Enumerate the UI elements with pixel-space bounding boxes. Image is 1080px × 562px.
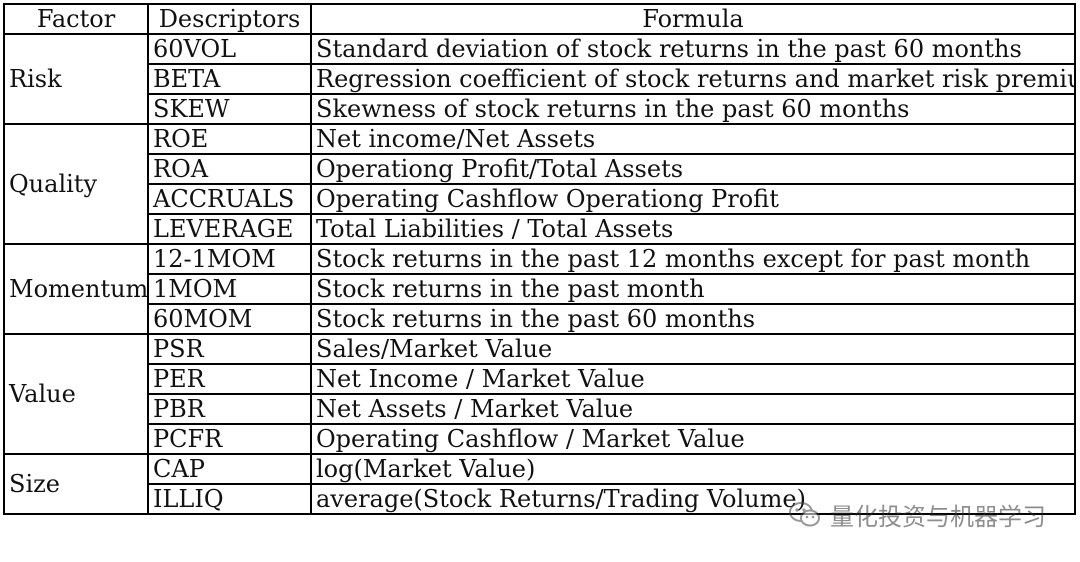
table-row: PCFR Operating Cashflow / Market Value	[4, 423, 1076, 455]
table-row: Quality ROE Net income/Net Assets	[3, 123, 1076, 245]
header-row: Factor Descriptors Formula	[3, 3, 1076, 35]
factor-cell: Quality	[3, 123, 149, 245]
table-row: ILLIQ average(Stock Returns/Trading Volum…	[4, 483, 1076, 515]
descriptor-cell: 60MOM	[147, 303, 312, 335]
descriptor-cell: BETA	[147, 63, 312, 95]
descriptor-cell: ILLIQ	[147, 483, 312, 515]
descriptor-cell: PCFR	[147, 423, 312, 455]
descriptor-cell: LEVERAGE	[147, 213, 312, 245]
table-row: 1MOM Stock returns in the past month	[4, 273, 1076, 305]
descriptor-cell: ACCRUALS	[147, 183, 312, 215]
formula-cell: Net Income / Market Value	[310, 363, 1076, 395]
table-row: PBR Net Assets / Market Value	[4, 393, 1076, 425]
formula-cell: Regression coefficient of stock returns …	[310, 63, 1076, 95]
formula-cell: Operating Cashflow / Market Value	[310, 423, 1076, 455]
descriptor-cell: ROA	[147, 153, 312, 185]
table-row: 60MOM Stock returns in the past 60 months	[4, 303, 1076, 335]
formula-cell: Stock returns in the past 12 months exce…	[310, 243, 1076, 275]
table-row: Risk 60VOL Standard deviation of stock ret…	[3, 33, 1076, 125]
formula-cell: Net Assets / Market Value	[310, 393, 1076, 425]
table-body: Risk 60VOL Standard deviation of stock ret…	[3, 33, 1076, 515]
table-row: LEVERAGE Total Liabilities / Total Assets	[4, 213, 1076, 245]
descriptors-column-header: Descriptors	[147, 3, 312, 35]
descriptor-cell: PBR	[147, 393, 312, 425]
table-row: Value PSR Sales/Market Value	[3, 333, 1076, 455]
factor-cell: Risk	[3, 33, 149, 125]
table-row: Momentum 12-1MOM Stock returns in the past…	[3, 243, 1076, 335]
formula-cell: average(Stock Returns/Trading Volume)	[310, 483, 1076, 515]
formula-cell: Sales/Market Value	[310, 333, 1076, 365]
table-row: SKEW Skewness of stock returns in the pas…	[4, 93, 1076, 125]
formula-cell: log(Market Value)	[310, 453, 1076, 485]
formula-cell: Total Liabilities / Total Assets	[310, 213, 1076, 245]
table-row: Size CAP log(Market Value)	[3, 453, 1076, 515]
factor-cell: Momentum	[3, 243, 149, 335]
factor-cell: Size	[3, 453, 149, 515]
formula-cell: Stock returns in the past 60 months	[310, 303, 1076, 335]
descriptor-cell: 1MOM	[147, 273, 312, 305]
formula-cell: Skewness of stock returns in the past 60…	[310, 93, 1076, 125]
formula-cell: Stock returns in the past month	[310, 273, 1076, 305]
formula-cell: Standard deviation of stock returns in t…	[310, 33, 1076, 65]
formula-cell: Operating Cashflow Operationg Profit	[310, 183, 1076, 215]
table-row: BETA Regression coefficient of stock retu…	[4, 63, 1076, 95]
descriptor-cell: PER	[147, 363, 312, 395]
descriptor-cell: ROE	[147, 123, 312, 155]
descriptor-cell: CAP	[147, 453, 312, 485]
factor-cell: Value	[3, 333, 149, 455]
table-row: ACCRUALS Operating Cashflow Operationg Pr…	[4, 183, 1076, 215]
formula-cell: Operationg Profit/Total Assets	[310, 153, 1076, 185]
descriptor-cell: SKEW	[147, 93, 312, 125]
table-row: PER Net Income / Market Value	[4, 363, 1076, 395]
descriptor-cell: 12-1MOM	[147, 243, 312, 275]
formula-cell: Net income/Net Assets	[310, 123, 1076, 155]
factor-column-header: Factor	[3, 3, 149, 35]
descriptor-cell: PSR	[147, 333, 312, 365]
table-row: ROA Operationg Profit/Total Assets	[4, 153, 1076, 185]
factor-descriptor-table: Factor Descriptors Formula Risk 60VOL Stan…	[3, 3, 1076, 515]
formula-column-header: Formula	[310, 3, 1076, 35]
descriptor-cell: 60VOL	[147, 33, 312, 65]
